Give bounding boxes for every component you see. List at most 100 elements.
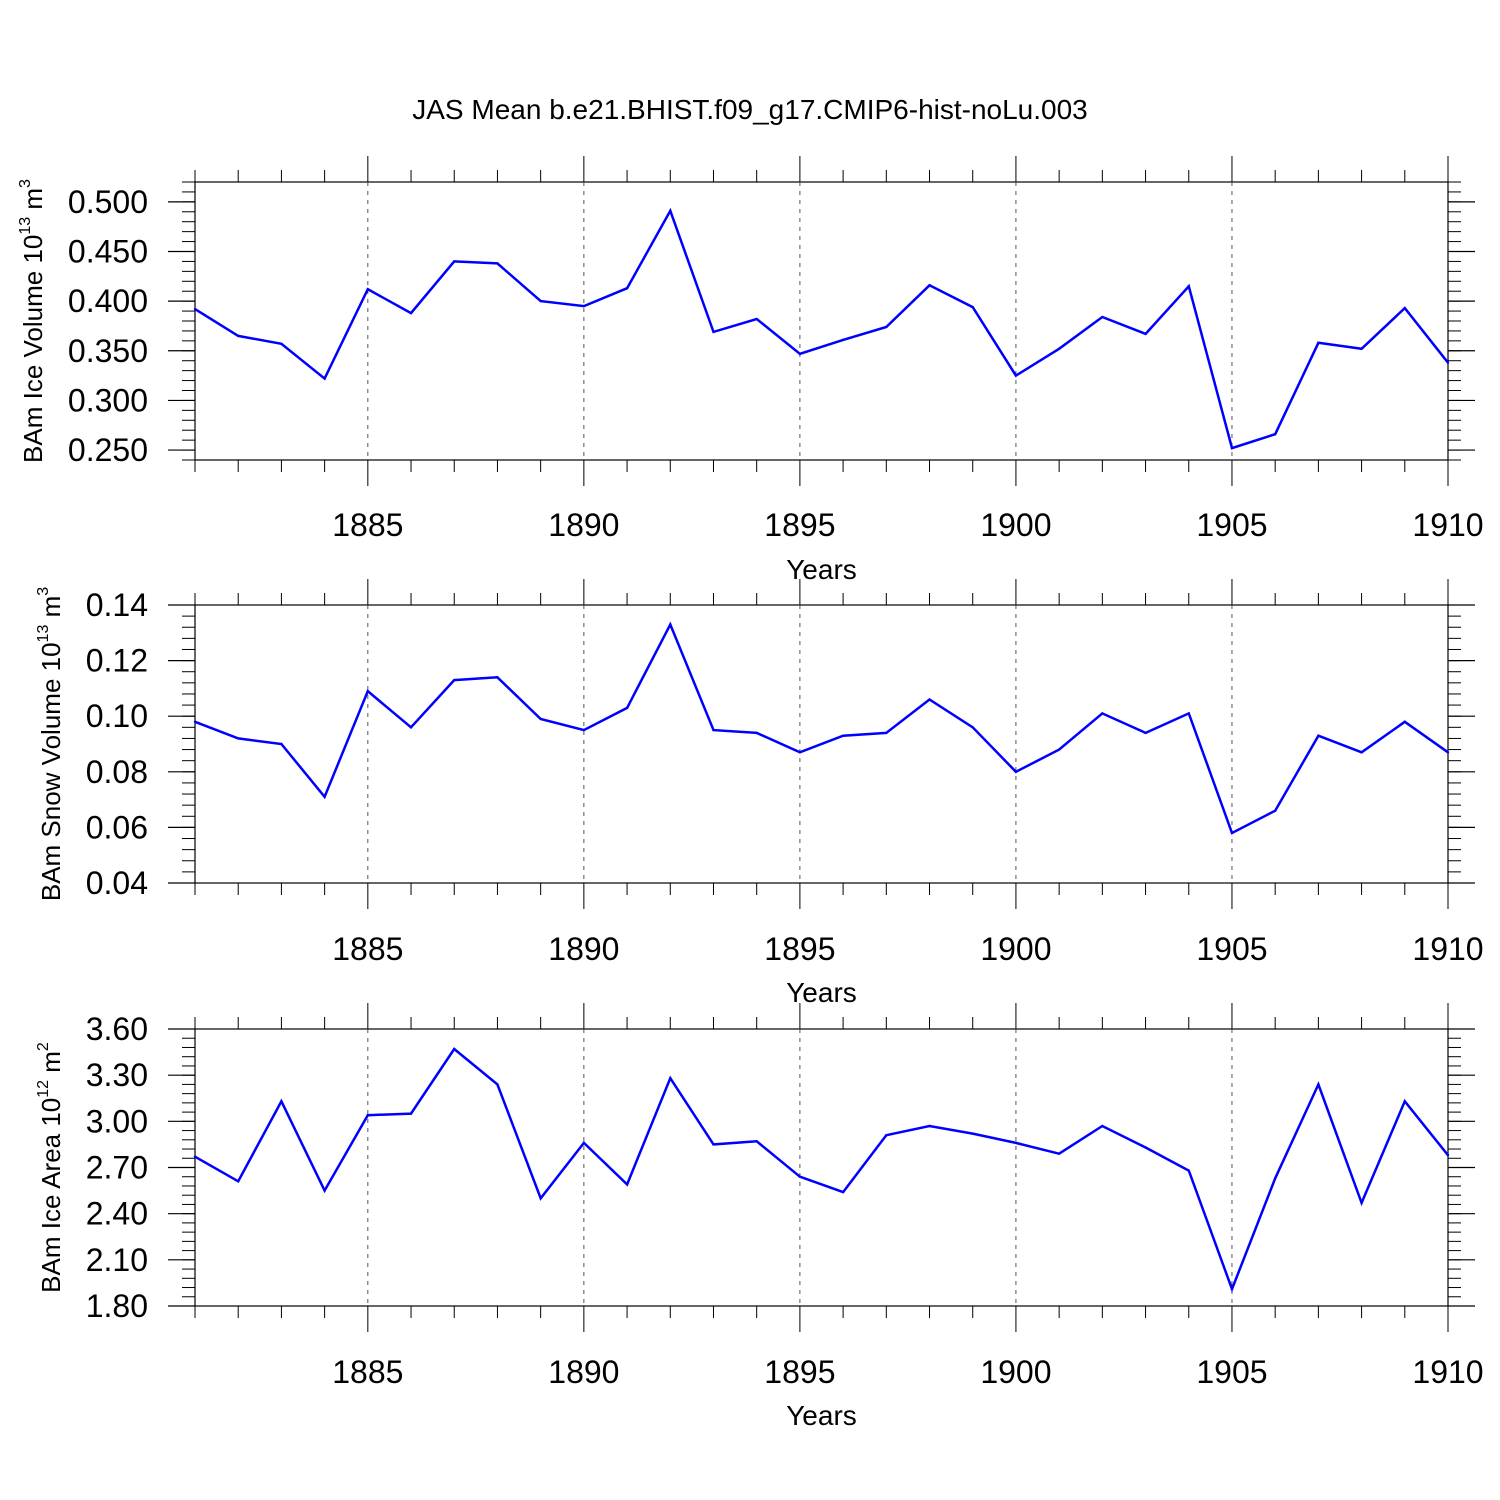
plot-frame: [194, 1028, 1449, 1307]
data-point: [323, 377, 326, 380]
y-tick-label: 0.06: [86, 809, 148, 845]
data-point: [712, 1143, 715, 1146]
data-point: [669, 1077, 672, 1080]
data-point: [366, 1113, 370, 1117]
y-tick-label: 1.80: [86, 1288, 148, 1324]
chart-panel-3: 1.80 2.10 2.40 2.70 3.00 3.30 3.60 1885 1890 1895…: [35, 1003, 1484, 1431]
y-axis-label: BAm Ice Volume 1013 m3: [17, 179, 48, 463]
series-line: [194, 1047, 1449, 1293]
data-point: [1057, 748, 1061, 751]
data-point: [841, 1190, 845, 1194]
x-tick-label: 1910: [1412, 507, 1483, 543]
data-point: [496, 1083, 499, 1086]
x-tick-label: 1905: [1196, 931, 1267, 967]
data-point: [453, 260, 456, 263]
data-point: [885, 731, 888, 735]
data-point: [193, 720, 197, 723]
data-point: [971, 1132, 974, 1135]
data-point: [712, 728, 715, 732]
x-axis-label: Years: [786, 554, 857, 585]
y-tick-label: 0.04: [86, 865, 148, 901]
data-point: [1230, 1287, 1234, 1291]
y-tick-label: 3.60: [86, 1011, 148, 1047]
data-point: [1273, 432, 1277, 436]
data-point: [755, 317, 758, 321]
data-point: [280, 1100, 283, 1103]
data-point: [928, 698, 931, 701]
y-axis-label: BAm Ice Area 1012 m2: [35, 1042, 66, 1293]
data-point: [453, 678, 456, 682]
y-tick-label: 0.10: [86, 698, 148, 734]
data-point: [539, 717, 542, 721]
x-tick-label: 1900: [980, 1354, 1051, 1390]
y-tick-label: 0.300: [68, 382, 148, 418]
data-point: [1317, 1083, 1320, 1086]
data-point: [1230, 446, 1234, 450]
data-point: [323, 1189, 326, 1192]
data-point: [1403, 720, 1406, 723]
x-tick-label: 1895: [764, 1354, 835, 1390]
data-point: [1273, 809, 1277, 812]
data-point: [366, 689, 370, 693]
data-point: [496, 262, 499, 265]
data-point: [798, 1175, 802, 1178]
y-tick-label: 0.450: [68, 234, 148, 270]
data-point: [755, 731, 758, 735]
data-point: [1144, 731, 1147, 735]
y-axis-label: BAm Snow Volume 1013 m3: [35, 587, 66, 901]
data-point: [280, 342, 283, 346]
data-point: [885, 1133, 888, 1137]
y-tick-label: 0.08: [86, 754, 148, 790]
data-point: [1230, 831, 1234, 835]
data-point: [1403, 1100, 1406, 1103]
plot-frame: [194, 181, 1449, 461]
data-point: [1101, 712, 1104, 715]
data-point: [1317, 341, 1320, 345]
data-point: [798, 751, 802, 754]
data-point: [1403, 306, 1406, 310]
data-point: [669, 209, 672, 212]
x-axis-label: Years: [786, 977, 857, 1008]
data-point: [1360, 1201, 1363, 1205]
x-tick-label: 1890: [548, 931, 619, 967]
x-tick-label: 1895: [764, 507, 835, 543]
data-point: [669, 623, 672, 626]
data-point: [1446, 361, 1450, 364]
data-point: [1014, 374, 1018, 377]
data-point: [1057, 1152, 1061, 1155]
x-tick-label: 1900: [980, 507, 1051, 543]
y-tick-label: 0.400: [68, 283, 148, 319]
y-tick-label: 0.250: [68, 432, 148, 468]
data-point: [1014, 1141, 1018, 1145]
y-tick-label: 3.00: [86, 1103, 148, 1139]
data-point: [409, 1112, 413, 1115]
data-point: [755, 1140, 758, 1143]
data-point: [841, 734, 845, 737]
y-tick-label: 0.350: [68, 333, 148, 369]
data-point: [625, 706, 629, 710]
data-point: [1446, 1153, 1450, 1157]
data-point: [237, 737, 240, 740]
data-point: [409, 311, 413, 315]
data-point: [625, 1183, 629, 1186]
data-point: [539, 299, 542, 303]
chart-panel-2: 0.04 0.06 0.08 0.10 0.12 0.14 1885 1890 1895 1900…: [35, 579, 1484, 1008]
data-point: [582, 728, 586, 732]
x-tick-label: 1890: [548, 1354, 619, 1390]
data-point: [237, 1180, 240, 1183]
data-point: [1101, 1124, 1104, 1128]
data-point: [971, 305, 974, 309]
x-tick-label: 1905: [1196, 507, 1267, 543]
data-point: [712, 330, 715, 334]
chart-title: JAS Mean b.e21.BHIST.f09_g17.CMIP6-hist-…: [412, 94, 1088, 125]
data-point: [1446, 751, 1450, 754]
data-point: [280, 742, 283, 746]
data-point: [625, 287, 629, 290]
data-point: [928, 284, 931, 287]
data-point: [409, 726, 413, 729]
data-point: [237, 334, 240, 338]
data-point: [193, 307, 197, 311]
data-point: [193, 1155, 197, 1158]
data-point: [582, 304, 586, 308]
